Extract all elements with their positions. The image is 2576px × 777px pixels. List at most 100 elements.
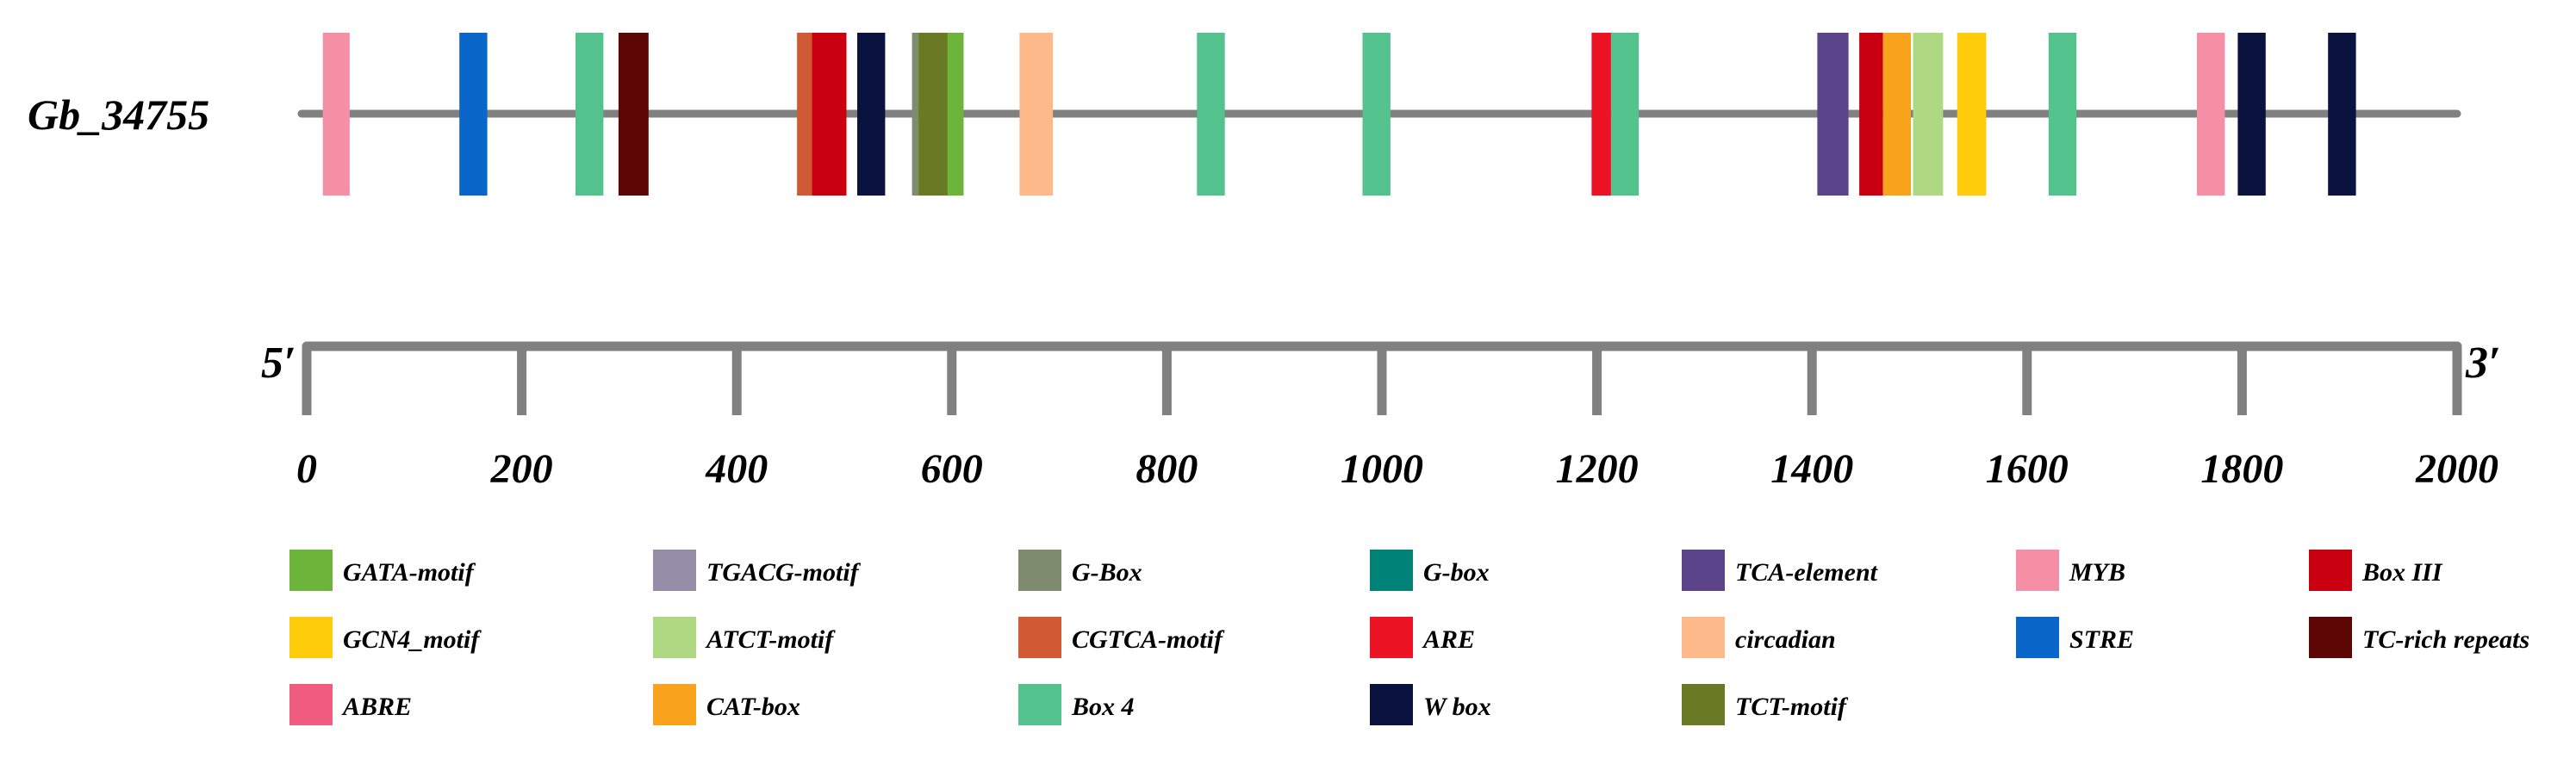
axis-tick-labels: 0 200 400 600 800 1000 1200 1400 1600 1800 2000	[296, 446, 2498, 492]
legend-swatch	[2016, 617, 2059, 658]
five-prime-label: 5′	[261, 339, 296, 388]
cat-box-element-box	[1882, 33, 1911, 196]
legend-item: G-Box	[1018, 550, 1142, 591]
legend-label: MYB	[2069, 558, 2125, 587]
legend-item: ARE	[1370, 617, 1475, 658]
legend-swatch	[2309, 550, 2352, 591]
legend-label: circadian	[1735, 625, 1836, 654]
legend-label: TC-rich repeats	[2362, 625, 2529, 654]
legend-label: TGACG-motif	[706, 558, 862, 587]
box-4-element-box	[1362, 33, 1391, 196]
legend-swatch	[2016, 550, 2059, 591]
gene-name-label: Gb_34755	[28, 90, 209, 139]
legend-item: TC-rich repeats	[2309, 617, 2529, 658]
axis-ticks	[302, 346, 2462, 415]
axis-tick-label: 400	[705, 446, 768, 492]
legend-item: MYB	[2016, 550, 2125, 591]
legend-label: GCN4_motif	[343, 625, 482, 654]
legend-swatch	[1018, 684, 1061, 725]
axis-tick-label: 1400	[1770, 446, 1853, 492]
box-4-element-box	[1610, 33, 1640, 196]
axis-tick-label: 200	[490, 446, 553, 492]
cis-element-boxes	[322, 33, 2356, 196]
legend-label: Box III	[2361, 558, 2443, 587]
legend-item: Box 4	[1018, 684, 1135, 725]
legend-item: W box	[1370, 684, 1491, 725]
axis-tick-label: 1600	[1986, 446, 2069, 492]
legend-item: GCN4_motif	[289, 617, 482, 658]
axis-tick-label: 600	[921, 446, 983, 492]
tca-element-element-box	[1817, 33, 1849, 196]
legend-item: circadian	[1682, 617, 1836, 658]
box-4-element-box	[1197, 33, 1225, 196]
legend-item: G-box	[1370, 550, 1490, 591]
legend-label: G-Box	[1072, 558, 1142, 587]
legend-label: CGTCA-motif	[1072, 625, 1225, 654]
legend-label: W box	[1423, 693, 1491, 721]
legend-swatch	[1018, 550, 1061, 591]
box-4-element-box	[576, 33, 604, 196]
legend-item: ABRE	[289, 684, 412, 725]
legend-label: G-box	[1423, 558, 1490, 587]
w-box-element-box	[2237, 33, 2266, 196]
legend-label: ARE	[1422, 625, 1475, 654]
axis-tick-label: 2000	[2415, 446, 2498, 492]
circadian-element-box	[1019, 33, 1054, 196]
three-prime-label: 3′	[2465, 339, 2501, 388]
myb-element-box	[2197, 33, 2225, 196]
axis-tick-label: 800	[1136, 446, 1198, 492]
legend-swatch	[1370, 684, 1413, 725]
legend-item: ATCT-motif	[653, 617, 836, 658]
legend-swatch	[1370, 550, 1413, 591]
legend-label: TCA-element	[1735, 558, 1879, 587]
position-axis: 5′ 3′ 0 200 400 600 800 1000 1200 1400 1600 1800 2…	[261, 339, 2501, 492]
gene-track: Gb_34755	[28, 33, 2461, 196]
legend-item: CGTCA-motif	[1018, 617, 1225, 658]
tct-motif-element-box	[918, 33, 949, 196]
legend-swatch	[289, 617, 333, 658]
legend-swatch	[653, 550, 696, 591]
legend-swatch	[1682, 684, 1725, 725]
legend-swatch	[289, 550, 333, 591]
axis-tick-label: 1000	[1341, 446, 1423, 492]
box-iii-element-box	[812, 33, 847, 196]
axis-tick-label: 1800	[2200, 446, 2283, 492]
legend-swatch	[653, 684, 696, 725]
legend-item: GATA-motif	[289, 550, 476, 591]
legend-item: CAT-box	[653, 684, 800, 725]
legend-label: CAT-box	[706, 693, 800, 721]
g-box-element-box	[912, 33, 919, 196]
legend-label: GATA-motif	[343, 558, 476, 587]
legend-swatch	[1682, 617, 1725, 658]
cgtca-motif-element-box	[797, 33, 815, 196]
box-iii-element-box	[1859, 33, 1883, 196]
stre-element-box	[459, 33, 488, 196]
legend-swatch	[2309, 617, 2352, 658]
legend-label: STRE	[2069, 625, 2134, 654]
box-4-element-box	[2048, 33, 2077, 196]
legend-label: ATCT-motif	[705, 625, 836, 654]
legend-swatch	[653, 617, 696, 658]
w-box-element-box	[857, 33, 886, 196]
are-element-box	[1591, 33, 1611, 196]
w-box-element-box	[2328, 33, 2356, 196]
atct-motif-element-box	[1913, 33, 1944, 196]
legend-swatch	[289, 684, 333, 725]
legend-label: Box 4	[1071, 693, 1135, 721]
axis-tick-label: 1200	[1556, 446, 1639, 492]
legend-label: ABRE	[341, 693, 412, 721]
tc-rich-repeats-element-box	[618, 33, 649, 196]
legend-label: TCT-motif	[1735, 693, 1849, 721]
legend-swatch	[1370, 617, 1413, 658]
legend-item: TGACG-motif	[653, 550, 862, 591]
legend-swatch	[1682, 550, 1725, 591]
legend-swatch	[1018, 617, 1061, 658]
legend-item: Box III	[2309, 550, 2443, 591]
legend-item: STRE	[2016, 617, 2134, 658]
legend-item: TCT-motif	[1682, 684, 1849, 725]
gata-motif-element-box	[947, 33, 964, 196]
legend-item: TCA-element	[1682, 550, 1879, 591]
myb-element-box	[322, 33, 350, 196]
axis-tick-label: 0	[296, 446, 317, 492]
